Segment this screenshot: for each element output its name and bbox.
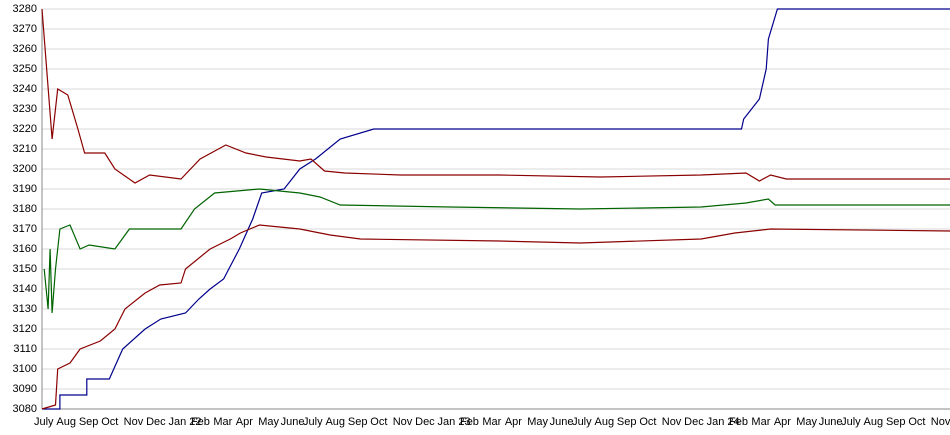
x-tick-label: June (281, 416, 305, 428)
x-tick-label: May (527, 416, 548, 428)
y-tick-label: 3080 (13, 403, 37, 415)
series-line (43, 188, 950, 314)
y-tick-label: 3120 (13, 323, 37, 335)
x-tick-label: Oct (639, 416, 656, 428)
series-line (41, 224, 950, 410)
y-tick-label: 3110 (13, 343, 37, 355)
x-tick-label: Mar (213, 416, 232, 428)
x-tick-label: Jan 24 (707, 416, 740, 428)
x-tick-label: June (550, 416, 574, 428)
x-tick-label: Nov (393, 416, 413, 428)
x-tick-label: Jan 23 (438, 416, 471, 428)
x-tick-label: Aug (594, 416, 614, 428)
x-tick-label: Aug (325, 416, 345, 428)
x-tick-label: Sep (886, 416, 906, 428)
x-tick-label: Dec (415, 416, 435, 428)
x-tick-label: July (841, 416, 861, 428)
y-tick-label: 3090 (13, 383, 37, 395)
x-tick-label: Sep (617, 416, 637, 428)
y-tick-label: 3140 (13, 283, 37, 295)
x-tick-label: July (572, 416, 592, 428)
x-tick-label: May (258, 416, 279, 428)
y-tick-label: 3150 (13, 263, 37, 275)
x-tick-label: Dec (146, 416, 166, 428)
y-tick-label: 3190 (13, 183, 37, 195)
y-tick-label: 3130 (13, 303, 37, 315)
x-tick-label: Dec (684, 416, 704, 428)
y-tick-label: 3210 (13, 143, 37, 155)
y-tick-label: 3170 (13, 223, 37, 235)
y-tick-label: 3220 (13, 123, 37, 135)
x-tick-label: Feb (191, 416, 210, 428)
x-tick-label: Apr (505, 416, 522, 428)
y-tick-label: 3270 (13, 23, 37, 35)
x-tick-label: Sep (348, 416, 368, 428)
y-tick-label: 3240 (13, 83, 37, 95)
x-tick-label: Aug (56, 416, 76, 428)
x-tick-label: Aug (864, 416, 884, 428)
y-tick-label: 3100 (13, 363, 37, 375)
x-tick-label: Mar (751, 416, 770, 428)
x-tick-label: July (34, 416, 54, 428)
y-tick-label: 3180 (13, 203, 37, 215)
y-tick-label: 3250 (13, 63, 37, 75)
x-tick-label: Nov (124, 416, 144, 428)
series-line (41, 8, 950, 184)
x-tick-label: Jan 22 (169, 416, 202, 428)
x-tick-label: Nov (931, 416, 950, 428)
x-tick-label: Oct (908, 416, 925, 428)
y-tick-label: 3200 (13, 163, 37, 175)
y-tick-label: 3260 (13, 43, 37, 55)
x-tick-label: Feb (729, 416, 748, 428)
x-tick-label: Nov (662, 416, 682, 428)
y-tick-label: 3160 (13, 243, 37, 255)
y-tick-label: 3230 (13, 103, 37, 115)
x-tick-label: Apr (236, 416, 253, 428)
y-tick-label: 3280 (13, 3, 37, 15)
x-tick-label: Oct (101, 416, 118, 428)
x-tick-label: June (819, 416, 843, 428)
x-tick-label: Feb (460, 416, 479, 428)
x-tick-label: Sep (79, 416, 99, 428)
x-tick-label: May (796, 416, 817, 428)
x-tick-label: Apr (774, 416, 791, 428)
x-tick-label: Oct (370, 416, 387, 428)
x-tick-label: July (303, 416, 323, 428)
x-tick-label: Mar (482, 416, 501, 428)
series-line (42, 8, 950, 410)
